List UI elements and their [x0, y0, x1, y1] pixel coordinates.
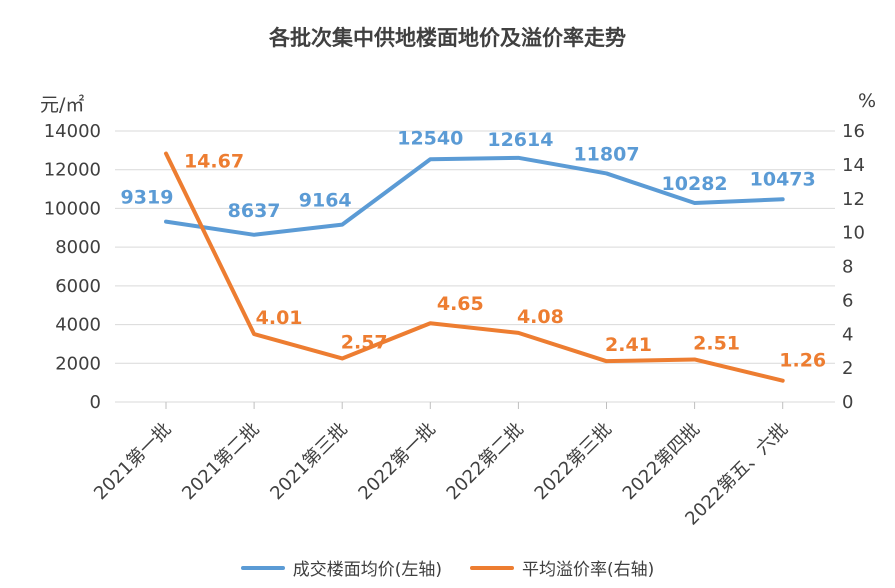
chart-title: 各批次集中供地楼面地价及溢价率走势 — [269, 26, 626, 50]
data-label: 4.01 — [256, 307, 303, 329]
left-axis-tick-label: 14000 — [44, 121, 101, 142]
data-label: 9319 — [121, 187, 174, 209]
x-tick-label: 2021第二批 — [178, 419, 263, 504]
data-point — [341, 357, 343, 359]
data-point — [429, 322, 431, 324]
data-point — [429, 158, 431, 160]
x-tick-label: 2022第一批 — [354, 419, 439, 504]
data-label: 10282 — [662, 173, 728, 195]
data-point — [517, 157, 519, 159]
legend-label-premium: 平均溢价率(右轴) — [522, 560, 655, 580]
data-label: 2.41 — [605, 334, 652, 356]
right-axis-tick-label: 6 — [842, 290, 853, 311]
data-point — [517, 332, 519, 334]
legend-item-price: 成交楼面均价(左轴) — [240, 555, 442, 580]
right-axis-tick-label: 10 — [842, 223, 865, 244]
x-tick-label: 2022第四批 — [619, 419, 704, 504]
data-label: 2.51 — [693, 332, 740, 354]
data-label: 12540 — [397, 127, 463, 149]
data-label: 11807 — [573, 143, 639, 165]
right-axis-tick-label: 12 — [842, 189, 865, 210]
left-axis-tick-label: 6000 — [55, 276, 101, 297]
right-axis-tick-label: 16 — [842, 121, 865, 142]
left-axis-tick-label: 10000 — [44, 198, 101, 219]
data-label: 9164 — [299, 190, 352, 212]
right-axis-tick-label: 8 — [842, 257, 853, 278]
x-tick-label: 2021第一批 — [90, 419, 175, 504]
data-point — [606, 360, 607, 362]
right-axis-tick-label: 0 — [842, 392, 853, 413]
data-point — [165, 153, 167, 155]
data-point — [165, 221, 167, 223]
x-tick-label: 2022第二批 — [443, 419, 528, 504]
right-axis-unit: % — [858, 90, 877, 112]
data-label: 4.65 — [437, 293, 484, 315]
left-axis-tick-label: 12000 — [44, 160, 101, 181]
data-point — [606, 172, 607, 174]
left-axis-tick-label: 4000 — [55, 315, 101, 336]
data-point — [341, 224, 343, 226]
left-axis-tick-label: 0 — [90, 392, 101, 413]
right-axis-tick-label: 2 — [842, 358, 853, 379]
data-point — [253, 234, 255, 236]
left-axis-unit: 元/㎡ — [40, 94, 85, 116]
x-tick-label: 2022第三批 — [531, 419, 616, 504]
data-label: 12614 — [487, 129, 553, 151]
data-point — [694, 358, 696, 360]
data-label: 10473 — [750, 168, 816, 190]
right-axis-tick-label: 14 — [842, 155, 865, 176]
data-label: 2.57 — [341, 331, 388, 353]
legend-swatch-premium — [470, 565, 514, 570]
legend-item-premium: 平均溢价率(右轴) — [470, 555, 654, 580]
legend-label-price: 成交楼面均价(左轴) — [292, 560, 442, 580]
data-point — [782, 380, 784, 382]
x-tick-label: 2021第三批 — [266, 419, 351, 504]
data-label: 1.26 — [779, 350, 826, 372]
right-axis-tick-label: 4 — [842, 324, 853, 345]
left-axis-tick-label: 8000 — [55, 237, 101, 258]
legend-swatch-price — [240, 565, 285, 570]
data-label: 14.67 — [184, 151, 244, 173]
data-label: 8637 — [228, 200, 281, 222]
series-line-premium — [164, 151, 785, 383]
data-label: 4.08 — [517, 306, 564, 328]
data-point — [253, 333, 255, 335]
data-point — [782, 198, 784, 200]
chart-legend: 成交楼面均价(左轴) 平均溢价率(右轴) — [0, 555, 895, 580]
series-line-price — [164, 155, 785, 237]
data-point — [694, 202, 696, 204]
left-axis-tick-label: 2000 — [55, 353, 101, 374]
